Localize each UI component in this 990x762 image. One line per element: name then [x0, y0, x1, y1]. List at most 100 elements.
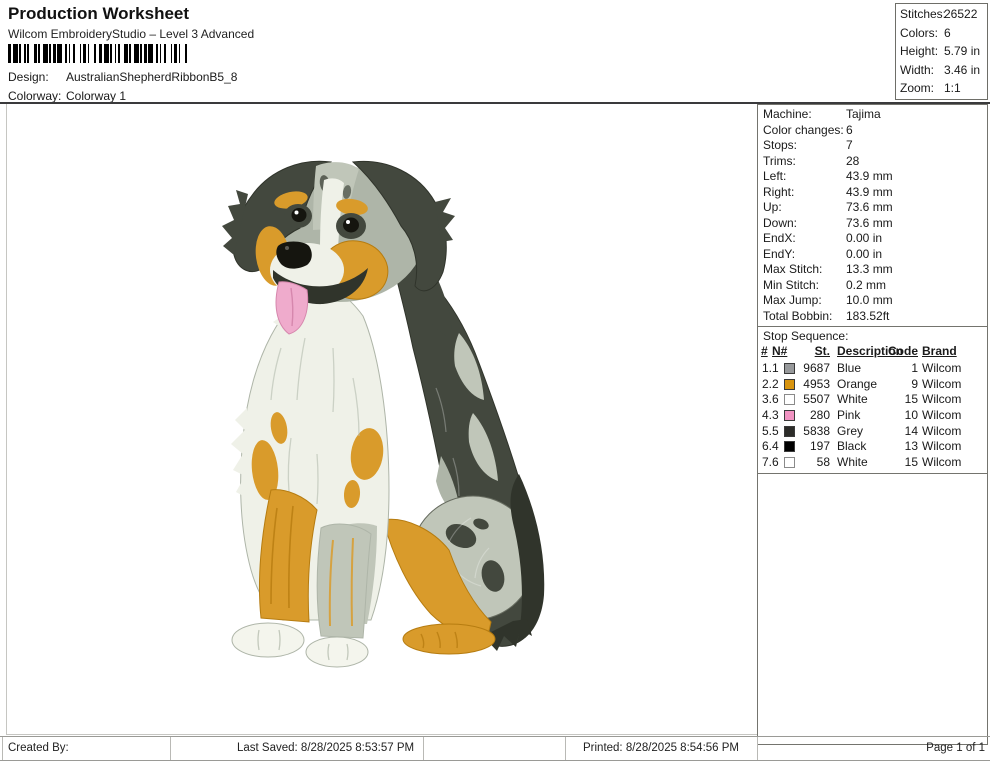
footer-separator [2, 737, 3, 760]
stat-label: Zoom: [900, 81, 935, 96]
front-right-paw [305, 636, 369, 668]
seq-needle: 6 [772, 455, 779, 470]
info-value: 7 [846, 138, 853, 152]
tongue [275, 281, 309, 335]
col-header-index: # [761, 344, 768, 358]
colorway-label: Colorway: [8, 89, 62, 103]
front-left-paw [231, 622, 305, 658]
info-value: 43.9 mm [846, 184, 893, 199]
machine-info-row: Stops: 7 [758, 138, 987, 154]
seq-brand: Wilcom [922, 408, 962, 423]
seq-code: 14 [904, 423, 918, 438]
stop-sequence-row: 3. 6 5507 White 15 Wilcom [758, 392, 987, 408]
seq-needle: 1 [772, 361, 779, 375]
colorway-row: Colorway: Colorway 1 [8, 89, 126, 103]
software-subtitle: Wilcom EmbroideryStudio – Level 3 Advanc… [8, 27, 255, 41]
stat-label: Colors: [900, 25, 939, 40]
seq-stitches: 4953 [803, 376, 830, 391]
seq-description: Blue [837, 361, 862, 375]
info-value: Tajima [846, 107, 881, 121]
seq-brand: Wilcom [922, 392, 962, 407]
info-value: 0.00 in [846, 231, 883, 245]
panel-divider [758, 326, 987, 327]
info-label: EndX: [763, 231, 796, 245]
machine-info-row: Up: 73.6 mm [758, 200, 987, 216]
stop-sequence-row: 7. 6 58 White 15 Wilcom [758, 455, 987, 471]
info-value: 183.52ft [846, 308, 890, 323]
info-label: Down: [763, 215, 798, 230]
footer-separator [423, 737, 424, 760]
col-header-brand: Brand [922, 344, 957, 358]
stat-row: Width: 3.46 in [896, 63, 987, 82]
thread-color-swatch [784, 457, 795, 469]
machine-info-row: Max Stitch: 13.3 mm [758, 262, 987, 278]
stat-value: 5.79 in [944, 44, 981, 59]
col-header-needle: N# [772, 344, 788, 358]
info-value: 13.3 mm [846, 262, 893, 276]
thread-color-swatch [784, 394, 795, 406]
seq-stitches: 280 [809, 408, 830, 423]
stop-sequence-row: 1. 1 9687 Blue 1 Wilcom [758, 361, 987, 377]
stop-sequence-header-row: # N# St. Description Code Brand [758, 344, 987, 361]
info-label: Total Bobbin: [763, 308, 833, 323]
machine-info-row: Max Jump: 10.0 mm [758, 293, 987, 309]
info-label: Machine: [763, 107, 812, 121]
stat-row: Colors: 6 [896, 26, 987, 45]
stop-sequence-row: 4. 3 280 Pink 10 Wilcom [758, 408, 987, 424]
info-label: Stops: [763, 138, 798, 152]
seq-needle: 4 [772, 439, 779, 454]
info-label: Right: [763, 184, 795, 199]
info-value: 0.00 in [846, 246, 883, 261]
stat-value: 26522 [944, 7, 978, 21]
info-label: EndY: [763, 246, 796, 261]
info-value: 73.6 mm [846, 200, 893, 214]
design-label: Design: [8, 70, 49, 84]
stat-label: Stitches: [900, 7, 947, 21]
printed-label: Printed: 8/28/2025 8:54:56 PM [583, 742, 739, 754]
stop-sequence-row: 5. 5 5838 Grey 14 Wilcom [758, 424, 987, 440]
seq-index: 4. [762, 408, 773, 423]
australian-shepherd-artwork [222, 160, 545, 668]
info-value: 28 [846, 153, 860, 168]
machine-info-row: Right: 43.9 mm [758, 185, 987, 201]
seq-description: Black [837, 439, 867, 454]
right-eye [343, 217, 359, 233]
seq-brand: Wilcom [922, 439, 962, 454]
machine-info-row: Down: 73.6 mm [758, 216, 987, 232]
right-ear [351, 160, 447, 292]
seq-stitches: 5838 [803, 423, 830, 438]
info-label: Max Stitch: [763, 262, 823, 276]
info-value: 6 [846, 122, 853, 137]
seq-brand: Wilcom [922, 423, 962, 438]
info-label: Up: [763, 200, 782, 214]
design-stats-box: Stitches: 26522 Colors: 6 Height: 5.79 in Widt… [895, 3, 988, 100]
seq-description: Grey [837, 423, 864, 438]
stop-sequence-row: 2. 2 4953 Orange 9 Wilcom [758, 377, 987, 393]
left-eye [291, 208, 307, 222]
seq-index: 5. [762, 423, 773, 438]
design-row: Design: AustralianShepherdRibbonB5_8 [8, 70, 237, 84]
machine-info-row: EndX: 0.00 in [758, 231, 987, 247]
design-value: AustralianShepherdRibbonB5_8 [66, 70, 238, 84]
dog-hind-leg [382, 518, 496, 655]
machine-info-list: Machine: Tajima Color changes: 6 Stops: 7 Trim… [758, 105, 987, 324]
seq-stitches: 197 [809, 439, 830, 454]
info-label: Min Stitch: [763, 277, 820, 292]
thread-color-swatch [784, 363, 795, 374]
machine-info-row: Machine: Tajima [758, 107, 987, 123]
machine-info-row: Total Bobbin: 183.52ft [758, 309, 987, 325]
info-value: 0.2 mm [846, 277, 887, 292]
footer-separator [565, 737, 566, 760]
info-label: Trims: [763, 153, 796, 168]
seq-needle: 6 [772, 392, 779, 407]
nose [276, 241, 312, 269]
col-header-description: Description [837, 344, 904, 358]
seq-brand: Wilcom [922, 361, 962, 375]
last-saved-label: Last Saved: 8/28/2025 8:53:57 PM [237, 742, 415, 754]
col-header-stitches: St. [814, 344, 830, 358]
seq-index: 7. [762, 455, 773, 470]
seq-code: 15 [904, 392, 918, 407]
page-title: Production Worksheet [8, 4, 190, 23]
page-footer: Created By: Last Saved: 8/28/2025 8:53:5… [0, 736, 990, 761]
stop-sequence-row: 6. 4 197 Black 13 Wilcom [758, 439, 987, 455]
